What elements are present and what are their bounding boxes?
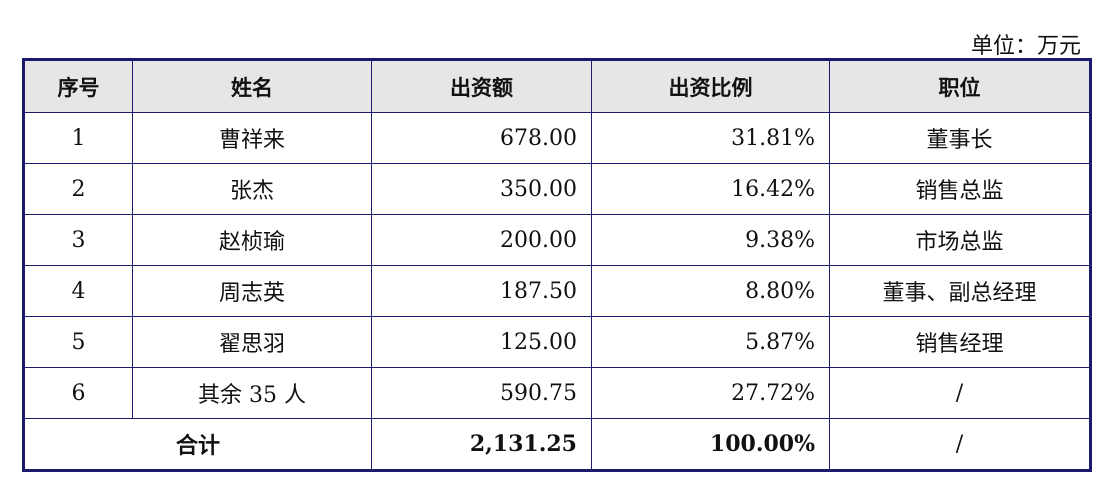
- cell-ratio: 16.42%: [591, 163, 830, 215]
- cell-amount: 590.75: [371, 367, 592, 419]
- cell-position: 销售总监: [829, 163, 1091, 215]
- cell-name: 张杰: [132, 163, 372, 215]
- cell-ratio: 9.38%: [591, 214, 830, 266]
- unit-label: 单位：万元: [970, 34, 1081, 59]
- cell-index: 6: [23, 367, 133, 419]
- header-ratio: 出资比例: [591, 59, 830, 113]
- total-position: /: [829, 418, 1091, 471]
- cell-index: 2: [23, 163, 133, 215]
- total-row: 合计 2,131.25 100.00% /: [23, 418, 1091, 471]
- cell-index: 4: [23, 265, 133, 317]
- cell-name: 其余 35 人: [132, 367, 372, 419]
- cell-ratio: 8.80%: [591, 265, 830, 317]
- cell-ratio: 27.72%: [591, 367, 830, 419]
- total-amount: 2,131.25: [371, 418, 592, 471]
- cell-amount: 187.50: [371, 265, 592, 317]
- cell-position: 董事长: [829, 112, 1091, 164]
- header-position: 职位: [829, 59, 1091, 113]
- header-amount: 出资额: [371, 59, 592, 113]
- cell-position: 董事、副总经理: [829, 265, 1091, 317]
- table-row: 2 张杰 350.00 16.42% 销售总监: [23, 163, 1091, 215]
- total-ratio: 100.00%: [591, 418, 830, 471]
- table-row: 3 赵桢瑜 200.00 9.38% 市场总监: [23, 214, 1091, 266]
- cell-index: 3: [23, 214, 133, 266]
- cell-name: 赵桢瑜: [132, 214, 372, 266]
- table-row: 1 曹祥来 678.00 31.81% 董事长: [23, 112, 1091, 164]
- table-row: 5 翟思羽 125.00 5.87% 销售经理: [23, 316, 1091, 368]
- cell-ratio: 31.81%: [591, 112, 830, 164]
- cell-name: 周志英: [132, 265, 372, 317]
- total-label: 合计: [23, 418, 372, 471]
- cell-amount: 350.00: [371, 163, 592, 215]
- cell-name: 翟思羽: [132, 316, 372, 368]
- cell-position: 销售经理: [829, 316, 1091, 368]
- cell-ratio: 5.87%: [591, 316, 830, 368]
- shareholder-table: 序号 姓名 出资额 出资比例 职位 1 曹祥来 678.00 31.81% 董事长 2 张杰…: [22, 58, 1092, 472]
- cell-index: 1: [23, 112, 133, 164]
- header-name: 姓名: [132, 59, 372, 113]
- cell-position: 市场总监: [829, 214, 1091, 266]
- cell-name: 曹祥来: [132, 112, 372, 164]
- header-row: 序号 姓名 出资额 出资比例 职位: [23, 59, 1091, 113]
- table-row: 4 周志英 187.50 8.80% 董事、副总经理: [23, 265, 1091, 317]
- header-index: 序号: [23, 59, 133, 113]
- cell-amount: 678.00: [371, 112, 592, 164]
- cell-index: 5: [23, 316, 133, 368]
- cell-amount: 125.00: [371, 316, 592, 368]
- cell-position: /: [829, 367, 1091, 419]
- table-row: 6 其余 35 人 590.75 27.72% /: [23, 367, 1091, 419]
- cell-amount: 200.00: [371, 214, 592, 266]
